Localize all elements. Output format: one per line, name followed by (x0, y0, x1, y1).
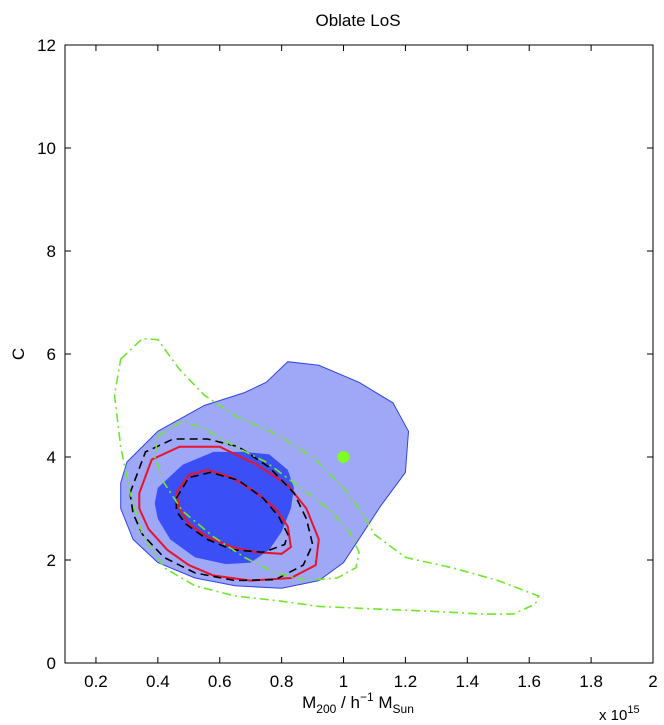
y-tick-label: 2 (47, 551, 56, 570)
x-label-mid: / h (336, 693, 360, 712)
y-tick-label: 10 (37, 139, 56, 158)
y-tick-label: 0 (47, 654, 56, 673)
contour-red-outer (138, 445, 320, 582)
x-tick-label: 1.2 (394, 672, 418, 691)
plot-content (113, 337, 540, 615)
x-label-sub2: Sun (393, 702, 414, 716)
x-label-sup: −1 (360, 690, 374, 704)
chart-title: Oblate LoS (315, 11, 400, 30)
x-tick-label: 1.8 (579, 672, 603, 691)
y-tick-label: 6 (47, 345, 56, 364)
contour-green-dashdot-inner (153, 420, 360, 582)
x-label-sub1: 200 (316, 702, 336, 716)
x-multiplier: x 1015 (599, 704, 640, 724)
x-multiplier-base: x 10 (599, 707, 627, 724)
x-tick-label: 0.2 (84, 672, 108, 691)
x-axis: 0.2 0.4 0.6 0.8 1 1.2 1.4 1.6 1.8 2 (84, 45, 658, 691)
x-multiplier-exp: 15 (627, 704, 639, 716)
x-label-main2: M (374, 693, 393, 712)
contour-green-dashdot-outer (113, 337, 540, 615)
y-tick-label: 4 (47, 448, 56, 467)
x-tick-label: 2 (648, 672, 657, 691)
x-tick-label: 1 (339, 672, 348, 691)
contour-filled-inner (154, 451, 294, 565)
x-axis-label: M200 / h−1 MSun (302, 690, 414, 716)
y-axis: 0 2 4 6 8 10 12 (37, 36, 653, 673)
true-value-marker (337, 451, 350, 463)
x-label-main: M (302, 693, 316, 712)
x-tick-label: 0.6 (208, 672, 232, 691)
contour-black-dashed-outer (129, 438, 314, 582)
y-tick-label: 8 (47, 242, 56, 261)
y-tick-label: 12 (37, 36, 56, 55)
contour-black-dashed-inner (175, 471, 289, 554)
y-axis-label: C (9, 348, 28, 360)
x-tick-label: 1.4 (455, 672, 479, 691)
contour-red-inner (175, 468, 292, 555)
x-tick-label: 1.6 (517, 672, 541, 691)
x-tick-label: 0.4 (146, 672, 170, 691)
x-tick-label: 0.8 (270, 672, 294, 691)
